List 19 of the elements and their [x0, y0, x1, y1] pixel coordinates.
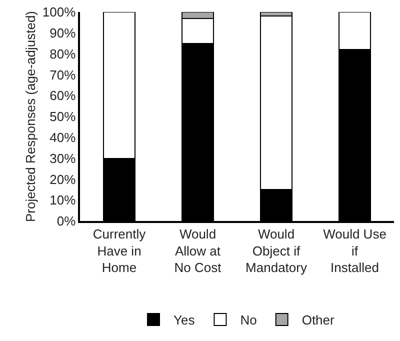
y-tick-label: 100%: [42, 4, 76, 20]
x-tick-label: Currently Have in Home: [92, 226, 146, 276]
y-tick-label: 0%: [56, 214, 76, 229]
y-tick-label: 90%: [50, 25, 76, 40]
x-tick-label: Would Allow at No Cost: [174, 226, 222, 276]
y-tick-label: 70%: [50, 67, 76, 82]
x-tick-label: Would Use if Installed: [323, 226, 386, 276]
legend-label: No: [240, 312, 257, 328]
y-tick-label: 50%: [50, 109, 76, 124]
y-tick-label: 20%: [50, 172, 76, 187]
y-tick-label: 80%: [50, 46, 76, 62]
legend-label: Other: [302, 312, 336, 328]
y-axis-title: Projected Responses (age-adjusted): [22, 10, 38, 222]
y-tick-label: 30%: [50, 150, 76, 166]
x-tick-label: Would Object if Mandatory: [246, 226, 308, 276]
y-tick-label: 60%: [50, 88, 76, 104]
y-tick-label: 10%: [50, 192, 76, 208]
legend-label: Yes: [174, 312, 196, 328]
y-tick-label: 40%: [50, 130, 76, 145]
